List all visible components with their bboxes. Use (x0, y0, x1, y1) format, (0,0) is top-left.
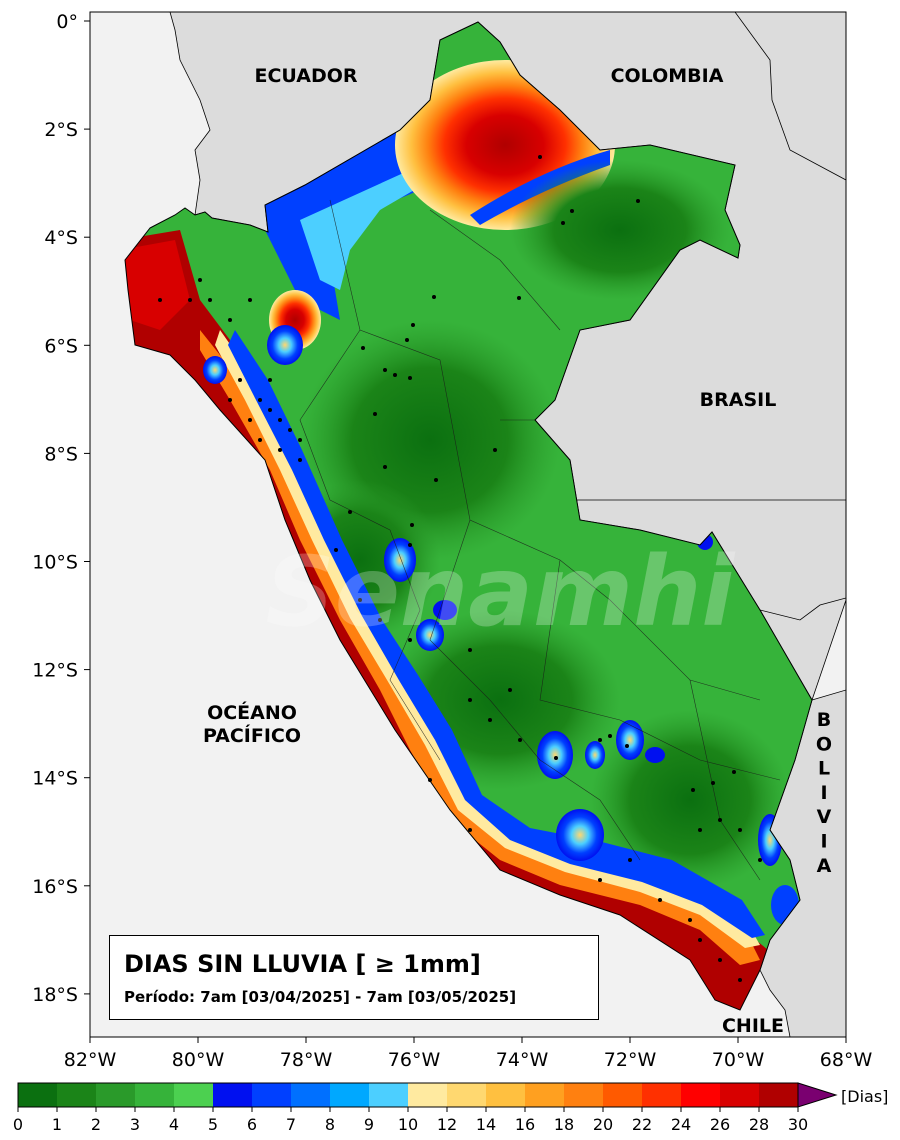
latitude-axis: 0° 2°S 4°S 6°S 8°S 10°S 12°S 14°S 16°S 18°S (32, 11, 90, 1006)
bolivia-letter: O (816, 733, 832, 755)
colorbar: 0 1 2 3 4 5 6 7 8 9 10 12 14 16 18 20 22 24 26 28 30 (13, 1082, 838, 1134)
colorbar-tick-label: 26 (710, 1115, 730, 1134)
lat-tick-label: 2°S (44, 119, 78, 141)
colorbar-extend-arrow (797, 1082, 838, 1108)
colorbar-segment (213, 1083, 253, 1107)
bolivia-letter: L (818, 758, 830, 780)
map-period: Período: 7am [03/04/2025] - 7am [03/05/2… (124, 988, 517, 1006)
colorbar-tick-label: 9 (364, 1115, 374, 1134)
colorbar-tick-label: 28 (749, 1115, 769, 1134)
lat-tick-label: 10°S (32, 552, 78, 574)
map-title: DIAS SIN LLUVIA [ ≥ 1mm] (124, 950, 481, 978)
label-colombia: COLOMBIA (611, 65, 724, 87)
colorbar-tick-label: 20 (593, 1115, 613, 1134)
label-brasil: BRASIL (700, 389, 777, 411)
label-ocean-line2: PACÍFICO (203, 724, 301, 747)
lon-tick-label: 78°W (280, 1049, 333, 1071)
colorbar-segment (369, 1083, 409, 1107)
colorbar-segment (564, 1083, 604, 1107)
lon-tick-label: 76°W (388, 1049, 441, 1071)
colorbar-unit: [Dias] (841, 1087, 888, 1106)
lat-tick-label: 14°S (32, 768, 78, 790)
colorbar-segment (525, 1083, 565, 1107)
colorbar-segment (642, 1083, 682, 1107)
colorbar-tick-label: 30 (788, 1115, 808, 1134)
colorbar-tick-label: 1 (52, 1115, 62, 1134)
lat-tick-label: 16°S (32, 876, 78, 898)
colorbar-segment (330, 1083, 370, 1107)
longitude-axis: 82°W 80°W 78°W 76°W 74°W 72°W 70°W 68°W (64, 1037, 873, 1071)
plot-frame (89, 11, 847, 1038)
colorbar-segment (174, 1083, 214, 1107)
colorbar-segment (135, 1083, 175, 1107)
colorbar-segment (408, 1083, 448, 1107)
colorbar-tick-label: 2 (91, 1115, 101, 1134)
lat-tick-label: 18°S (32, 984, 78, 1006)
station-dots (158, 155, 762, 982)
peru-outline (124, 21, 813, 1011)
colorbar-tick-label: 7 (286, 1115, 296, 1134)
colorbar-segment (18, 1083, 58, 1107)
colorbar-tick-label: 8 (325, 1115, 335, 1134)
lat-tick-label: 4°S (44, 227, 78, 249)
country-borders (570, 12, 846, 621)
bolivia-letter: A (817, 855, 832, 877)
lon-tick-label: 68°W (820, 1049, 873, 1071)
colorbar-segment (291, 1083, 331, 1107)
colorbar-tick-label: 0 (13, 1115, 23, 1134)
colorbar-tick-label: 12 (437, 1115, 457, 1134)
colorbar-tick-label: 10 (398, 1115, 418, 1134)
label-ocean-line1: OCÉANO (207, 701, 297, 724)
bolivia-letter: V (817, 806, 832, 828)
colorbar-tick-label: 4 (169, 1115, 179, 1134)
lat-tick-label: 0° (56, 11, 78, 33)
colorbar-segment (447, 1083, 487, 1107)
bolivia-letter: I (820, 782, 827, 804)
colorbar-tick-label: 22 (632, 1115, 652, 1134)
lon-tick-label: 74°W (496, 1049, 549, 1071)
legend-info-box: DIAS SIN LLUVIA [ ≥ 1mm] Período: 7am [0… (109, 935, 599, 1020)
colorbar-segment (96, 1083, 136, 1107)
colorbar-tick-label: 6 (247, 1115, 257, 1134)
lat-tick-label: 12°S (32, 660, 78, 682)
lat-tick-label: 8°S (44, 443, 78, 465)
bolivia-letter: B (817, 709, 831, 731)
colorbar-segment (603, 1083, 643, 1107)
watermark: Senamhi (266, 536, 736, 648)
colorbar-tick-label: 24 (671, 1115, 691, 1134)
colorbar-segment (57, 1083, 97, 1107)
colorbar-tick-label: 14 (476, 1115, 496, 1134)
lon-tick-label: 70°W (712, 1049, 765, 1071)
colorbar-segment (486, 1083, 526, 1107)
lon-tick-label: 80°W (172, 1049, 225, 1071)
label-chile: CHILE (722, 1015, 784, 1037)
colorbar-segment (720, 1083, 760, 1107)
label-ecuador: ECUADOR (254, 65, 357, 87)
lon-tick-label: 82°W (64, 1049, 117, 1071)
colorbar-segment (681, 1083, 721, 1107)
colorbar-tick-label: 18 (554, 1115, 574, 1134)
lat-tick-label: 6°S (44, 335, 78, 357)
colorbar-tick-label: 5 (208, 1115, 218, 1134)
colorbar-segment (759, 1083, 799, 1107)
colorbar-tick-label: 3 (130, 1115, 140, 1134)
lon-tick-label: 72°W (604, 1049, 657, 1071)
colorbar-tick-label: 16 (515, 1115, 535, 1134)
bolivia-letter: I (820, 831, 827, 853)
colorbar-segment (252, 1083, 292, 1107)
